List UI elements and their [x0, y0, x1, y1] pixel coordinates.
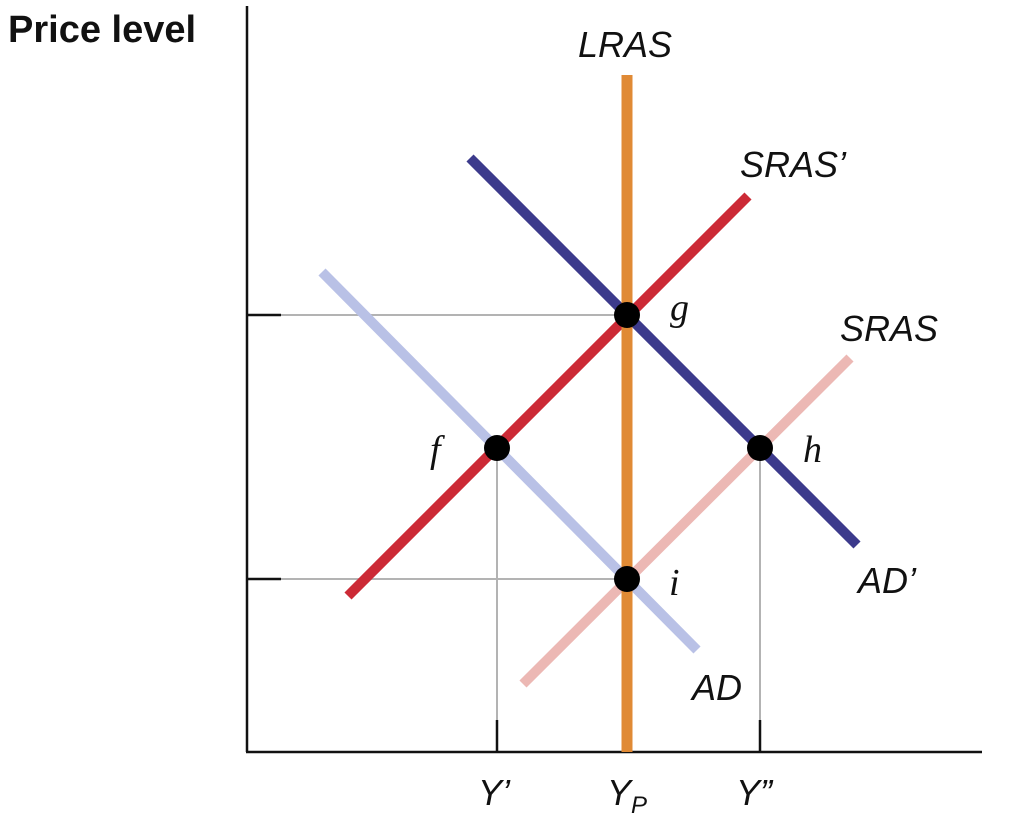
- sras-prime-curve: [344, 192, 752, 600]
- sras-curve: [519, 354, 854, 688]
- x-tick-label-y-p: YP: [607, 772, 647, 819]
- point-h-label: h: [803, 429, 822, 471]
- point-f-label: f: [430, 429, 445, 471]
- point-g: [614, 302, 640, 328]
- point-f: [484, 435, 510, 461]
- point-g-label: g: [670, 287, 689, 329]
- x-tick-label-y-p-main: Y: [607, 772, 634, 813]
- x-tick-label-y-p-sub: P: [631, 792, 647, 819]
- x-tick-label-y-prime: Y’: [478, 772, 511, 813]
- sras-label: SRAS: [840, 308, 938, 349]
- ad-prime-curve: [466, 154, 861, 549]
- ad-label: AD: [690, 667, 742, 708]
- lras-label: LRAS: [578, 24, 672, 65]
- point-i-label: i: [669, 562, 680, 604]
- sras-prime-label: SRAS’: [740, 144, 847, 185]
- y-axis-label: Price level: [8, 9, 196, 51]
- point-h: [747, 435, 773, 461]
- x-tick-label-y-double-prime: Y”: [736, 772, 774, 813]
- ad-prime-label: AD’: [856, 560, 917, 601]
- point-i: [614, 566, 640, 592]
